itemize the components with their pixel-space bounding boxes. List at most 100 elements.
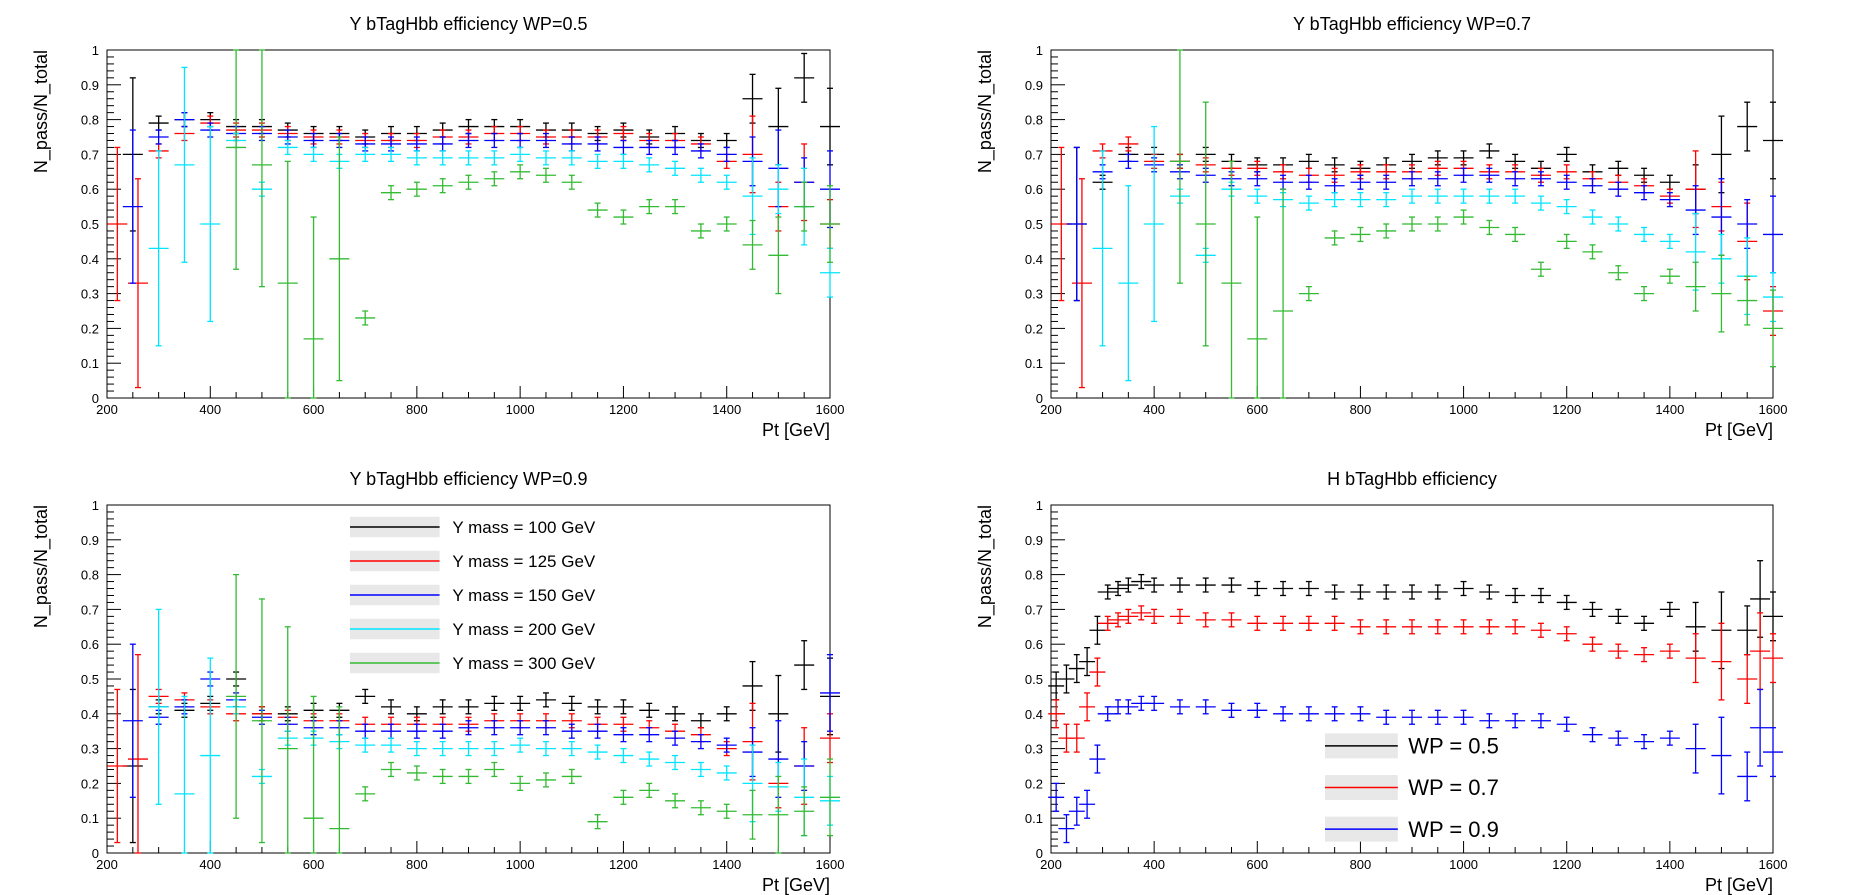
data-point (1195, 699, 1216, 715)
chart-title: H bTagHbb efficiency (1327, 469, 1497, 489)
data-point (1324, 615, 1345, 631)
data-point (1582, 244, 1603, 260)
data-point (1505, 226, 1526, 243)
data-point (1097, 584, 1118, 600)
data-point (665, 793, 686, 809)
x-tick-label: 1200 (1552, 402, 1581, 417)
data-point (1453, 167, 1474, 183)
data-point (587, 136, 608, 152)
x-tick-label: 1600 (1759, 857, 1788, 872)
data-point (1659, 174, 1680, 190)
data-point (510, 146, 531, 163)
data-point (1247, 216, 1268, 399)
data-point (561, 723, 582, 739)
data-point (1071, 178, 1092, 389)
data-point (1608, 160, 1629, 176)
data-point (1505, 587, 1526, 604)
data-point (1685, 723, 1706, 774)
x-tick-label: 600 (303, 402, 325, 417)
data-series-2 (107, 653, 840, 854)
data-point (251, 49, 272, 288)
data-point (406, 150, 427, 166)
data-point (1376, 619, 1397, 635)
data-point (1195, 577, 1216, 593)
data-point (613, 699, 634, 715)
data-point (432, 699, 453, 715)
data-point (768, 216, 789, 295)
data-point (1634, 615, 1655, 631)
data-point (1582, 601, 1603, 618)
data-point (1402, 188, 1422, 204)
data-series-3 (1066, 146, 1783, 302)
data-point (1376, 192, 1397, 208)
data-point (1195, 101, 1216, 347)
data-point (561, 740, 582, 757)
data-point (1556, 594, 1577, 611)
data-point (1453, 580, 1474, 597)
data-point (1505, 619, 1526, 635)
data-point (613, 153, 634, 169)
data-point (329, 136, 350, 382)
data-point (613, 209, 634, 225)
data-point (1737, 605, 1758, 656)
data-point (458, 720, 479, 736)
y-tick-label: 0.9 (1025, 78, 1043, 93)
data-point (1108, 580, 1129, 597)
y-axis-label: N_pass/N_total (31, 505, 52, 628)
data-point (1273, 188, 1294, 399)
data-point (510, 737, 531, 753)
data-point (768, 164, 789, 215)
data-point (1169, 699, 1190, 715)
data-point (561, 768, 582, 785)
data-point (1402, 171, 1422, 187)
data-point (1118, 136, 1139, 152)
data-series-5 (226, 573, 840, 854)
plot-panel-4: H bTagHbb efficiency 200 400 600 800 1000 1200… (975, 469, 1787, 895)
data-point (1750, 612, 1771, 691)
data-point (535, 720, 556, 736)
data-point (432, 136, 453, 152)
data-point (613, 727, 634, 743)
data-point (432, 150, 453, 166)
data-point (1221, 160, 1242, 399)
data-point (1556, 174, 1577, 190)
data-point (1376, 584, 1397, 600)
data-point (1376, 223, 1397, 239)
data-point (1144, 608, 1165, 624)
data-point (1058, 814, 1075, 844)
data-point (1608, 643, 1629, 659)
data-point (1427, 709, 1448, 725)
data-point (820, 185, 840, 263)
data-point (484, 695, 505, 711)
data-point (820, 653, 840, 732)
data-point (535, 132, 556, 149)
data-point (355, 688, 376, 705)
data-point (432, 768, 453, 785)
data-point (716, 216, 737, 232)
data-point (1324, 192, 1345, 208)
data-point (355, 737, 376, 753)
data-point (1737, 751, 1758, 802)
y-tick-label: 0.3 (81, 287, 99, 302)
y-tick-label: 0.5 (81, 217, 99, 232)
y-tick-label: 0.1 (1025, 356, 1043, 371)
data-point (613, 125, 634, 142)
data-point (690, 143, 711, 159)
data-point (1582, 636, 1603, 652)
data-point (1453, 209, 1474, 225)
data-point (742, 789, 763, 840)
data-point (1634, 734, 1655, 750)
x-tick-label: 1600 (1759, 402, 1788, 417)
data-point (1092, 150, 1113, 347)
y-tick-label: 0 (92, 391, 99, 406)
plot-frame (1050, 504, 1774, 854)
y-tick-label: 1 (1036, 498, 1043, 513)
data-point (329, 706, 350, 854)
data-point (535, 692, 556, 708)
data-point (1273, 580, 1294, 597)
data-point (1350, 584, 1371, 600)
data-point (1659, 643, 1680, 659)
data-point (1608, 608, 1629, 624)
x-tick-label: 800 (406, 402, 428, 417)
data-point (510, 132, 531, 149)
